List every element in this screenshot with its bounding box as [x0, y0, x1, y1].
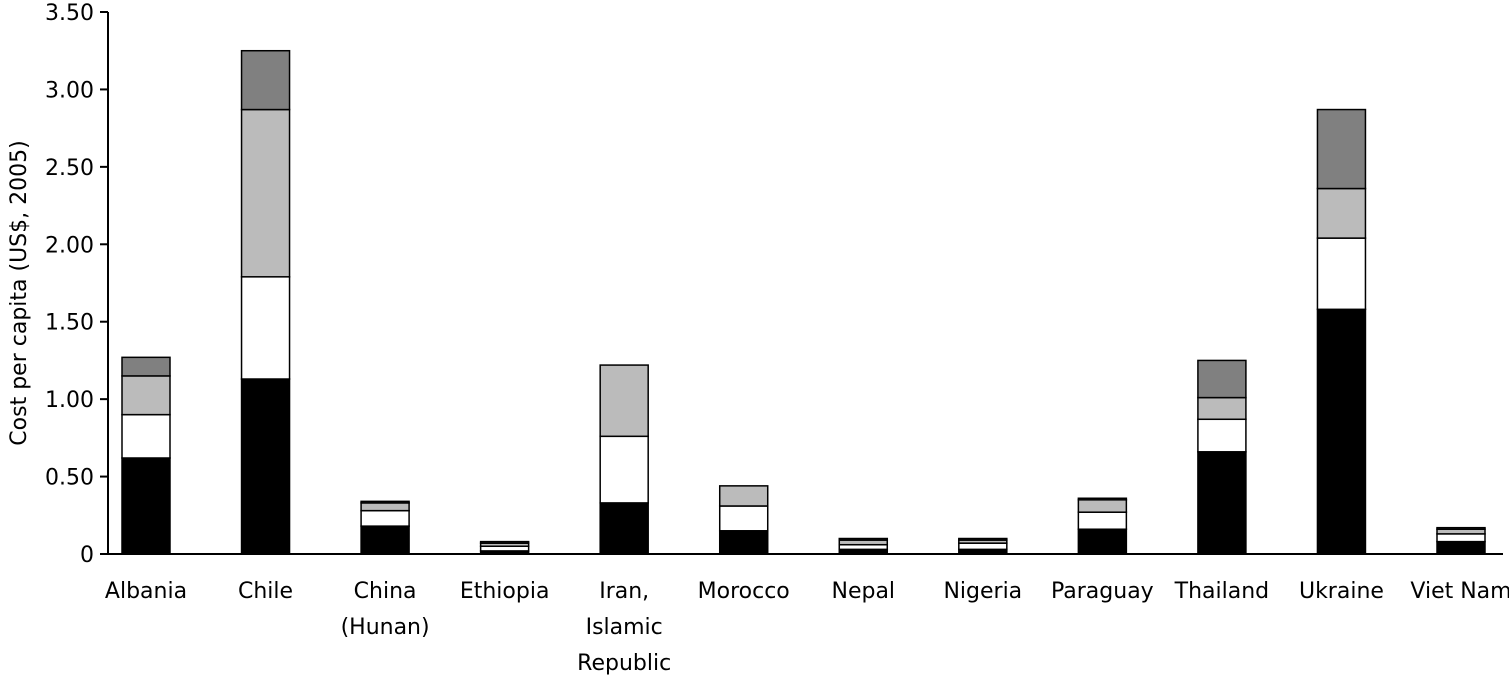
- bar-stack: [1436, 526, 1486, 555]
- bar-segment: [599, 364, 649, 438]
- y-axis-title: Cost per capita (US$, 2005): [7, 140, 32, 445]
- bar-segment: [1316, 187, 1367, 239]
- bar-segment: [1197, 418, 1247, 453]
- bar-segment: [240, 49, 291, 111]
- bar-segment: [360, 509, 410, 527]
- bar-stack: [1077, 497, 1128, 555]
- bar-segment: [1316, 237, 1367, 311]
- category-label: Ukraine: [1299, 579, 1384, 604]
- bar-segment: [360, 500, 410, 504]
- y-axis: 0 0.50 1.00 1.50 2.00 2.50 3.00 3.50: [45, 1, 109, 568]
- bar-segment: [121, 356, 171, 377]
- y-tick-label: 3.50: [45, 1, 94, 26]
- category-label: Chile: [238, 579, 293, 604]
- bar-segment: [1197, 396, 1247, 421]
- category-label: Ethiopia: [460, 579, 550, 604]
- category-label: Paraguay: [1051, 579, 1154, 604]
- bar-segment: [121, 375, 171, 416]
- bar-stack: [479, 540, 530, 555]
- bar-segment: [121, 457, 171, 555]
- bar-segment: [838, 537, 889, 541]
- bar-segment: [360, 502, 410, 512]
- bar-segment: [599, 502, 649, 555]
- bar-stack: [1197, 359, 1247, 555]
- bar-segment: [121, 413, 171, 459]
- bar-stack: [240, 49, 291, 555]
- bar-stack: [958, 537, 1008, 555]
- category-labels: Albania Chile China (Hunan) Ethiopia Iran, Isl…: [105, 579, 1509, 676]
- bar-segment: [958, 537, 1008, 541]
- bar-stack: [360, 500, 410, 555]
- bar-segment: [1077, 499, 1128, 513]
- bar-segment: [1197, 451, 1247, 555]
- bar-stack: [718, 485, 769, 555]
- bar-segment: [1436, 540, 1486, 555]
- category-label: Nepal: [831, 579, 895, 604]
- category-label: Thailand: [1174, 579, 1269, 604]
- category-label: Nigeria: [943, 579, 1022, 604]
- bars: [121, 49, 1486, 555]
- bar-segment: [479, 540, 530, 544]
- bar-segment: [1436, 526, 1486, 530]
- bar-segment: [718, 505, 769, 532]
- y-tick-label: 2.50: [45, 156, 94, 181]
- bar-segment: [718, 485, 769, 507]
- bar-segment: [958, 542, 1008, 551]
- category-label: Viet Nam: [1410, 579, 1509, 604]
- bar-segment: [240, 108, 291, 278]
- bar-stack: [1316, 108, 1367, 555]
- category-label: Iran, Islamic Republic: [577, 579, 671, 676]
- bar-stack: [121, 356, 171, 555]
- bar-segment: [1316, 308, 1367, 555]
- bar-segment: [599, 435, 649, 504]
- category-label: Morocco: [698, 579, 790, 604]
- y-tick-label: 2.00: [45, 233, 94, 258]
- bar-segment: [1077, 528, 1128, 555]
- category-label: Albania: [105, 579, 187, 604]
- bar-segment: [240, 276, 291, 380]
- bar-segment: [1077, 511, 1128, 530]
- bar-segment: [718, 530, 769, 555]
- bar-segment: [240, 378, 291, 555]
- bar-segment: [1077, 497, 1128, 501]
- y-tick-label: 1.00: [45, 388, 94, 413]
- bar-segment: [360, 525, 410, 555]
- bar-segment: [1316, 108, 1367, 190]
- category-label: China (Hunan): [341, 579, 430, 640]
- y-tick-label: 0: [80, 543, 94, 568]
- bar-segment: [1436, 533, 1486, 543]
- y-tick-label: 1.50: [45, 311, 94, 336]
- y-tick-label: 3.00: [45, 78, 94, 103]
- bar-stack: [838, 537, 889, 555]
- bar-segment: [1197, 359, 1247, 399]
- bar-stack: [599, 364, 649, 555]
- y-tick-label: 0.50: [45, 466, 94, 491]
